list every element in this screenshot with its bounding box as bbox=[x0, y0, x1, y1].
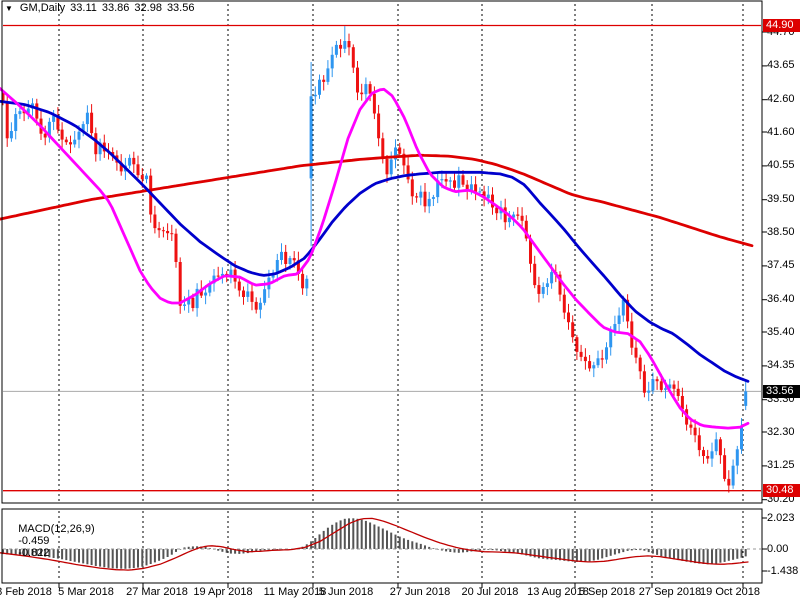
date-label: 11 May 2018 bbox=[263, 586, 327, 598]
price-axis-label: 35.40 bbox=[767, 325, 795, 338]
price-badge: 33.56 bbox=[763, 384, 800, 398]
date-label: 27 Jun 2018 bbox=[389, 586, 451, 598]
date-label: 5 Mar 2018 bbox=[58, 586, 114, 598]
price-axis-label: 40.55 bbox=[767, 159, 795, 172]
price-axis-label: 42.60 bbox=[767, 93, 795, 106]
macd-label-name: MACD(12,26,9) bbox=[18, 523, 95, 535]
price-axis-label: 43.65 bbox=[767, 59, 795, 72]
price-axis-label: 32.30 bbox=[767, 425, 795, 438]
date-label: 13 Aug 2018 bbox=[527, 586, 589, 598]
macd-axis-label: 2.023 bbox=[767, 511, 795, 524]
macd-axis-label: -1.438 bbox=[767, 564, 799, 577]
price-axis-label: 37.45 bbox=[767, 259, 795, 272]
price-badge: 30.48 bbox=[763, 484, 800, 498]
quote-open: 33.11 bbox=[70, 2, 97, 14]
date-label: 27 Sep 2018 bbox=[638, 586, 702, 598]
price-axis-label: 31.25 bbox=[767, 459, 795, 472]
symbol-label: GM,Daily bbox=[19, 2, 66, 14]
quote-close: 33.56 bbox=[166, 2, 195, 14]
date-label: 20 Jul 2018 bbox=[461, 586, 519, 598]
price-badge: 44.90 bbox=[763, 19, 800, 33]
price-axis-label: 41.60 bbox=[767, 125, 795, 138]
quote-low: 32.98 bbox=[134, 2, 162, 14]
date-label: 27 Mar 2018 bbox=[126, 586, 188, 598]
date-label: 5 Jun 2018 bbox=[318, 586, 374, 598]
symbol-dropdown-icon[interactable]: ▼ bbox=[5, 3, 13, 13]
quote-high: 33.86 bbox=[101, 2, 130, 14]
date-label: 19 Apr 2018 bbox=[193, 586, 253, 598]
macd-signal-value: -0.822 bbox=[18, 547, 50, 559]
date-label: 19 Oct 2018 bbox=[700, 586, 760, 598]
symbol-quote-bar[interactable]: ▼ GM,Daily 33.11 33.86 32.98 33.56 bbox=[5, 2, 199, 14]
macd-main-value: -0.459 bbox=[18, 535, 50, 547]
macd-indicator-label: MACD(12,26,9) -0.459 -0.822 bbox=[6, 511, 99, 571]
price-axis-label: 38.50 bbox=[767, 225, 795, 238]
date-label: 8 Feb 2018 bbox=[0, 586, 52, 598]
price-axis-label: 34.35 bbox=[767, 359, 795, 372]
price-axis-label: 39.50 bbox=[767, 193, 795, 206]
price-axis-label: 36.40 bbox=[767, 293, 795, 306]
date-label: 5 Sep 2018 bbox=[578, 586, 636, 598]
macd-axis-label: 0.00 bbox=[767, 542, 789, 555]
